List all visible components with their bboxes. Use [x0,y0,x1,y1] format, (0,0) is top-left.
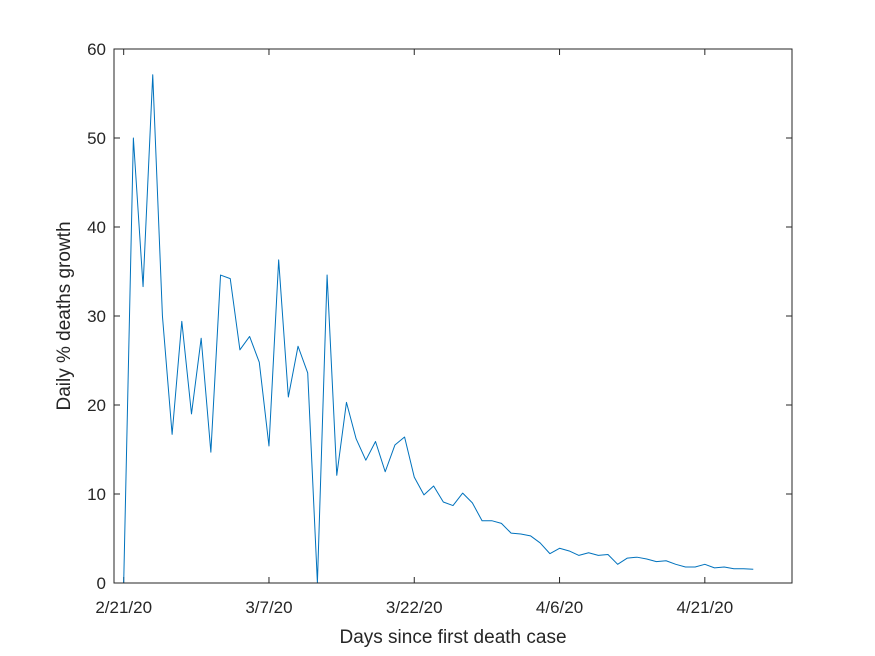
plot-frame [113,48,793,584]
x-tick-label: 4/21/20 [676,598,733,617]
y-tick-label: 50 [87,129,106,148]
x-tick-label: 4/6/20 [536,598,583,617]
tick-labels: 2/21/20 3/7/20 3/22/20 4/6/20 4/21/20 0 10 20 30… [87,40,733,617]
x-tick-label: 3/22/20 [386,598,443,617]
y-tick-label: 0 [97,574,106,593]
y-axis-label: Daily % deaths growth [54,221,75,410]
x-tick-label: 3/7/20 [245,598,292,617]
y-tick-label: 60 [87,40,106,59]
x-tick-label: 2/21/20 [95,598,152,617]
y-tick-label: 30 [87,307,106,326]
series-layer [123,74,754,584]
x-axis-label: Days since first death case [339,627,566,648]
y-tick-label: 20 [87,396,106,415]
plot-area [114,49,792,583]
y-tick-label: 10 [87,485,106,504]
series-line-0 [123,74,754,584]
y-tick-label: 40 [87,218,106,237]
